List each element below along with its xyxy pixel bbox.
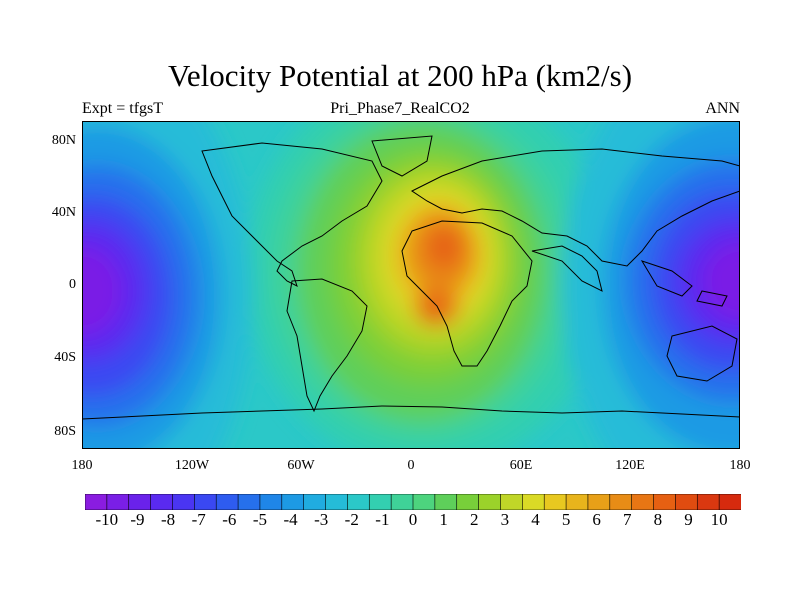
colorbar-label: 10 (710, 510, 728, 529)
colorbar-label: -7 (191, 510, 206, 529)
lon-tick-label: 60E (509, 458, 533, 473)
colorbar-swatch (565, 493, 589, 511)
colorbar-label: -9 (130, 510, 145, 529)
colorbar-swatch (259, 493, 283, 511)
colorbar-swatch (84, 493, 108, 511)
contour-fill (82, 121, 740, 449)
colorbar-label: 7 (623, 510, 632, 529)
colorbar-label: -6 (222, 510, 237, 529)
colorbar-label: 0 (408, 510, 418, 529)
colorbar-swatch (368, 493, 392, 511)
colorbar-label: 8 (653, 510, 663, 529)
colorbar-label: 5 (561, 510, 571, 529)
colorbar-swatch (303, 493, 327, 511)
lat-tick-label: 80S (54, 424, 76, 439)
colorbar-label: 6 (592, 510, 601, 529)
colorbar-swatch (609, 493, 633, 511)
lat-tick-label: 80N (51, 133, 76, 148)
colorbar-swatch (281, 493, 305, 511)
colorbar (84, 493, 742, 511)
colorbar-swatch (500, 493, 523, 511)
colorbar-label: -4 (283, 510, 298, 529)
colorbar-swatch (412, 493, 436, 511)
colorbar-swatch (587, 493, 611, 511)
lon-tick-label: 120W (174, 458, 210, 473)
colorbar-swatch (653, 493, 677, 511)
lon-tick-label: 0 (407, 458, 415, 473)
lon-tick-label: 180 (71, 458, 93, 473)
colorbar-swatch (718, 493, 742, 511)
lon-tick-label: 180 (729, 458, 751, 473)
colorbar-swatch (128, 493, 152, 511)
colorbar-label: 4 (531, 510, 540, 529)
lat-tick-label: 40S (54, 350, 76, 365)
colorbar-swatch (325, 493, 348, 511)
colorbar-swatch (543, 493, 567, 511)
map-frame (82, 121, 740, 449)
colorbar-label: -8 (160, 510, 176, 529)
colorbar-swatch (150, 493, 174, 511)
lon-tick-label: 60W (287, 458, 315, 473)
colorbar-swatch (347, 493, 370, 511)
colorbar-label: -1 (375, 510, 390, 529)
lat-tick-label: 40N (51, 205, 76, 220)
experiment-label: Expt = tfgsT (82, 100, 164, 117)
colorbar-swatch (434, 493, 458, 511)
colorbar-label: -10 (95, 510, 119, 529)
colorbar-swatch (390, 493, 414, 511)
colorbar-label: 2 (469, 510, 479, 529)
colorbar-swatch (675, 493, 698, 511)
colorbar-swatch (106, 493, 130, 511)
lat-tick-label: 0 (69, 277, 76, 292)
season-label: ANN (705, 100, 740, 117)
plot-title: Velocity Potential at 200 hPa (km2/s) (167, 58, 633, 93)
colorbar-label: -2 (344, 510, 359, 529)
velocity-potential-map (82, 121, 740, 449)
colorbar-label: -5 (252, 510, 267, 529)
run-label: Pri_Phase7_RealCO2 (330, 100, 470, 117)
colorbar-swatch (215, 493, 239, 511)
colorbar-swatch (172, 493, 195, 511)
lon-tick-label: 120E (615, 458, 645, 473)
colorbar-label: 3 (500, 510, 510, 529)
colorbar-swatch (696, 493, 720, 511)
colorbar-swatch (522, 493, 545, 511)
colorbar-swatch (237, 493, 261, 511)
colorbar-label: -3 (314, 510, 329, 529)
colorbar-swatch (194, 493, 217, 511)
colorbar-label: 1 (439, 510, 448, 529)
colorbar-swatch (478, 493, 502, 511)
colorbar-swatch (456, 493, 480, 511)
colorbar-label: 9 (684, 510, 693, 529)
colorbar-swatch (631, 493, 655, 511)
coastlines (82, 135, 740, 420)
